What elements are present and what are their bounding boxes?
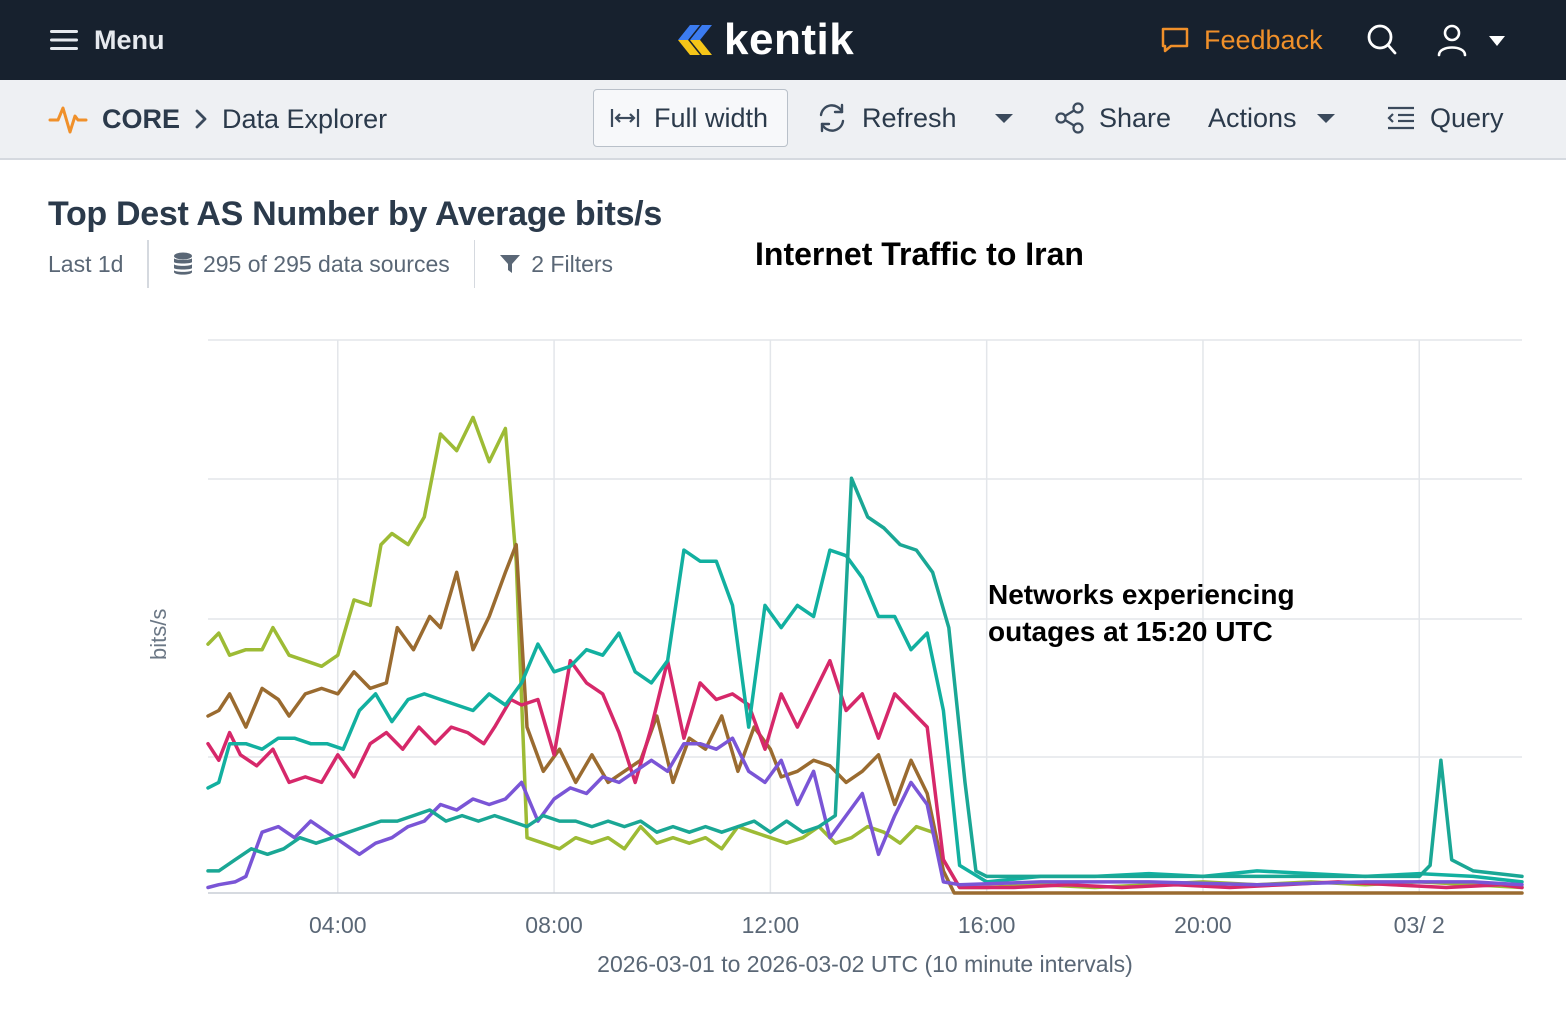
breadcrumb-core[interactable]: CORE [102,103,181,134]
chart-grid [208,339,1522,894]
page-title: Top Dest AS Number by Average bits/s [48,195,662,233]
chevron-down-icon [995,113,1013,123]
x-tick-label: 04:00 [308,912,367,938]
user-icon [1437,24,1467,57]
actions-label: Actions [1208,102,1297,133]
query-summary: Last 1d 295 of 295 data sources 2 Filter… [48,240,613,288]
pulse-icon [48,106,88,134]
query-label: Query [1430,102,1504,133]
chevron-down-icon [1489,36,1505,46]
brand-name: kentik [724,15,855,64]
menu-label: Menu [94,24,165,55]
refresh-options-dropdown[interactable] [995,89,1013,147]
chat-bubble-icon [1161,27,1189,53]
series-line-4[interactable] [206,548,1524,884]
series-line-2[interactable] [206,542,1524,895]
full-width-button[interactable]: Full width [593,89,788,147]
overlay-title: Internet Traffic to Iran [755,236,1084,272]
chart-series [206,415,1524,895]
refresh-button[interactable]: Refresh [816,89,957,147]
y-axis-label: bits/s [146,608,171,660]
database-icon [173,252,192,275]
series-line-3[interactable] [206,658,1524,890]
outage-annotation-line1: Networks experiencing [988,579,1295,610]
divider [473,240,476,288]
query-panel-icon [1387,106,1414,130]
expand-horizontal-icon [610,109,640,127]
user-menu-button[interactable] [1436,22,1516,58]
chevron-right-icon [195,109,207,129]
refresh-icon [819,103,845,133]
data-sources-label: 295 of 295 data sources [202,250,450,277]
x-tick-label: 03/ 2 [1393,912,1445,938]
outage-annotation: Networks experiencing outages at 15:20 U… [988,576,1295,650]
share-label: Share [1099,102,1172,133]
hamburger-icon [50,30,78,50]
x-tick-label: 08:00 [525,912,583,938]
share-icon [1055,102,1084,134]
filters-label: 2 Filters [531,250,614,277]
breadcrumb-data-explorer: Data Explorer [222,103,388,134]
divider [147,240,149,288]
feedback-label: Feedback [1204,24,1323,55]
filters[interactable]: 2 Filters [499,251,613,278]
feedback-button[interactable]: Feedback [1160,22,1323,58]
series-line-5[interactable] [206,736,1524,890]
kentik-logo[interactable]: kentik [676,14,854,66]
chevron-down-icon [1316,113,1335,123]
outage-annotation-line2: outages at 15:20 UTC [988,616,1273,647]
time-range[interactable]: Last 1d [48,251,123,278]
full-width-label: Full width [654,102,769,133]
query-button[interactable]: Query [1386,89,1504,147]
refresh-label: Refresh [862,102,957,133]
x-tick-label: 16:00 [957,912,1016,938]
breadcrumb: CORE Data Explorer [48,80,387,158]
x-axis-label: 2026-03-01 to 2026-03-02 UTC (10 minute … [597,951,1133,977]
data-sources[interactable]: 295 of 295 data sources [173,251,450,278]
page-toolbar: CORE Data Explorer Full width Refresh [0,80,1566,160]
share-button[interactable]: Share [1055,89,1171,147]
x-tick-label: 20:00 [1174,912,1232,938]
actions-dropdown[interactable]: Actions [1208,89,1335,147]
filter-icon [500,255,521,273]
x-tick-label: 12:00 [741,912,800,938]
kentik-mark-icon [678,25,712,55]
series-line-6[interactable] [206,476,1524,879]
menu-button[interactable]: Menu [50,22,165,58]
time-range-label: Last 1d [48,250,124,277]
search-button[interactable] [1366,22,1398,63]
top-nav-bar: Menu kentik Feedback [0,0,1566,80]
search-icon [1367,24,1397,55]
